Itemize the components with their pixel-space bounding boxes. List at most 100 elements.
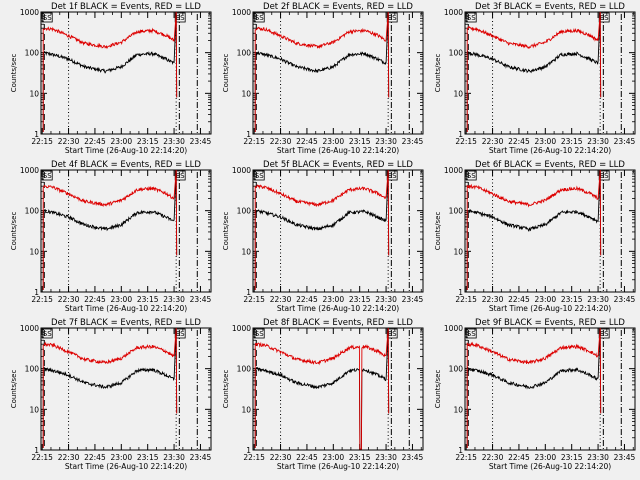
x-tick-label: 22:30 bbox=[58, 295, 80, 304]
x-tick-label: 23:15 bbox=[349, 295, 371, 304]
annotation-box bbox=[174, 12, 186, 23]
panel-title: Det 2f BLACK = Events, RED = LLD bbox=[263, 2, 413, 12]
plot-frame bbox=[464, 327, 636, 451]
y-tick-label: 100 bbox=[237, 207, 252, 216]
series-line-lld bbox=[42, 327, 178, 448]
y-axis-label: Counts/sec bbox=[10, 370, 18, 409]
y-tick-label: 10 bbox=[453, 405, 463, 414]
annotation-label: SS bbox=[467, 330, 476, 338]
x-tick-label: 22:45 bbox=[84, 453, 106, 462]
series-line-lld bbox=[466, 11, 602, 132]
x-tick-label: 23:15 bbox=[561, 453, 583, 462]
y-tick-label: 100 bbox=[237, 365, 252, 374]
x-tick-label: 22:15 bbox=[455, 137, 477, 146]
x-tick-label: 22:30 bbox=[58, 453, 80, 462]
x-tick-label: 22:30 bbox=[482, 295, 504, 304]
x-tick-label: 23:30 bbox=[375, 453, 397, 462]
annotation-box bbox=[253, 170, 265, 181]
x-tick-label: 22:45 bbox=[296, 295, 318, 304]
plot-frame bbox=[252, 169, 424, 293]
x-tick-label: 23:45 bbox=[402, 137, 424, 146]
panel-title: Det 3f BLACK = Events, RED = LLD bbox=[475, 2, 625, 12]
plot-frame bbox=[40, 11, 212, 135]
annotation-box bbox=[465, 170, 477, 181]
y-tick-label: 1000 bbox=[20, 166, 39, 175]
x-tick-label: 22:15 bbox=[243, 453, 265, 462]
x-tick-label: 23:30 bbox=[375, 137, 397, 146]
y-tick-label: 1 bbox=[34, 130, 39, 139]
x-tick-label: 22:15 bbox=[243, 137, 265, 146]
y-tick-label: 1 bbox=[246, 446, 251, 455]
x-tick-label: 23:45 bbox=[402, 295, 424, 304]
plot-frame bbox=[40, 169, 212, 293]
y-tick-label: 100 bbox=[25, 365, 40, 374]
x-tick-label: 23:00 bbox=[322, 295, 344, 304]
y-axis-label: Counts/sec bbox=[222, 370, 230, 409]
annotation-label: SS bbox=[43, 330, 52, 338]
y-tick-label: 1 bbox=[458, 446, 463, 455]
x-tick-label: 23:15 bbox=[561, 137, 583, 146]
x-tick-label: 23:45 bbox=[190, 453, 212, 462]
x-tick-label: 22:30 bbox=[270, 453, 292, 462]
annotation-label: SS bbox=[255, 172, 264, 180]
x-tick-label: 22:30 bbox=[58, 137, 80, 146]
y-tick-label: 10 bbox=[29, 405, 39, 414]
series-line-lld bbox=[254, 169, 390, 290]
series-line-events bbox=[466, 169, 602, 290]
x-tick-label: 22:30 bbox=[482, 137, 504, 146]
annotation-box bbox=[41, 170, 53, 181]
y-tick-label: 1000 bbox=[20, 324, 39, 333]
annotation-label: ES bbox=[176, 172, 185, 180]
panel-title: Det 1f BLACK = Events, RED = LLD bbox=[51, 2, 201, 12]
series-line-events bbox=[466, 11, 602, 132]
series-line-lld bbox=[42, 169, 178, 290]
panel-title: Det 6f BLACK = Events, RED = LLD bbox=[475, 160, 625, 170]
chart-panel-2: Det 2f BLACK = Events, RED = LLD 1 10 100 10… bbox=[222, 2, 424, 155]
series-line-events bbox=[466, 327, 602, 448]
annotation-label: ES bbox=[600, 14, 609, 22]
x-tick-label: 23:30 bbox=[587, 137, 609, 146]
x-axis-label: Start Time (26-Aug-10 22:14:20) bbox=[277, 146, 399, 155]
x-tick-label: 23:00 bbox=[534, 295, 556, 304]
y-tick-label: 1000 bbox=[444, 324, 463, 333]
y-tick-label: 100 bbox=[25, 49, 40, 58]
y-axis-label: Counts/sec bbox=[222, 212, 230, 251]
y-tick-label: 1000 bbox=[232, 8, 251, 17]
x-tick-label: 22:15 bbox=[455, 453, 477, 462]
annotation-label: SS bbox=[467, 172, 476, 180]
y-tick-label: 100 bbox=[237, 49, 252, 58]
series-line-events bbox=[42, 11, 178, 132]
x-tick-label: 23:00 bbox=[534, 453, 556, 462]
y-tick-label: 10 bbox=[29, 89, 39, 98]
annotation-label: SS bbox=[43, 14, 52, 22]
x-tick-label: 23:45 bbox=[614, 295, 636, 304]
annotation-box bbox=[253, 12, 265, 23]
annotation-label: SS bbox=[467, 14, 476, 22]
y-tick-label: 1000 bbox=[444, 166, 463, 175]
y-tick-label: 1 bbox=[458, 288, 463, 297]
annotation-label: ES bbox=[388, 330, 397, 338]
series-line-lld bbox=[42, 11, 178, 132]
plot-frame bbox=[464, 11, 636, 135]
plot-frame bbox=[252, 327, 424, 451]
x-tick-label: 23:30 bbox=[163, 295, 185, 304]
annotation-label: SS bbox=[255, 14, 264, 22]
x-axis-label: Start Time (26-Aug-10 22:14:20) bbox=[277, 462, 399, 471]
x-tick-label: 23:15 bbox=[349, 137, 371, 146]
y-tick-label: 10 bbox=[241, 247, 251, 256]
x-axis-label: Start Time (26-Aug-10 22:14:20) bbox=[65, 146, 187, 155]
panel-title: Det 9f BLACK = Events, RED = LLD bbox=[475, 318, 625, 328]
annotation-box bbox=[465, 328, 477, 339]
annotation-box bbox=[598, 12, 610, 23]
x-tick-label: 23:30 bbox=[163, 137, 185, 146]
series-line-lld bbox=[254, 11, 390, 132]
annotation-label: ES bbox=[176, 14, 185, 22]
x-tick-label: 23:45 bbox=[190, 137, 212, 146]
x-axis-label: Start Time (26-Aug-10 22:14:20) bbox=[277, 304, 399, 313]
x-tick-label: 22:45 bbox=[508, 295, 530, 304]
annotation-label: ES bbox=[176, 330, 185, 338]
y-tick-label: 1 bbox=[246, 288, 251, 297]
x-tick-label: 23:15 bbox=[137, 453, 159, 462]
y-tick-label: 10 bbox=[453, 89, 463, 98]
